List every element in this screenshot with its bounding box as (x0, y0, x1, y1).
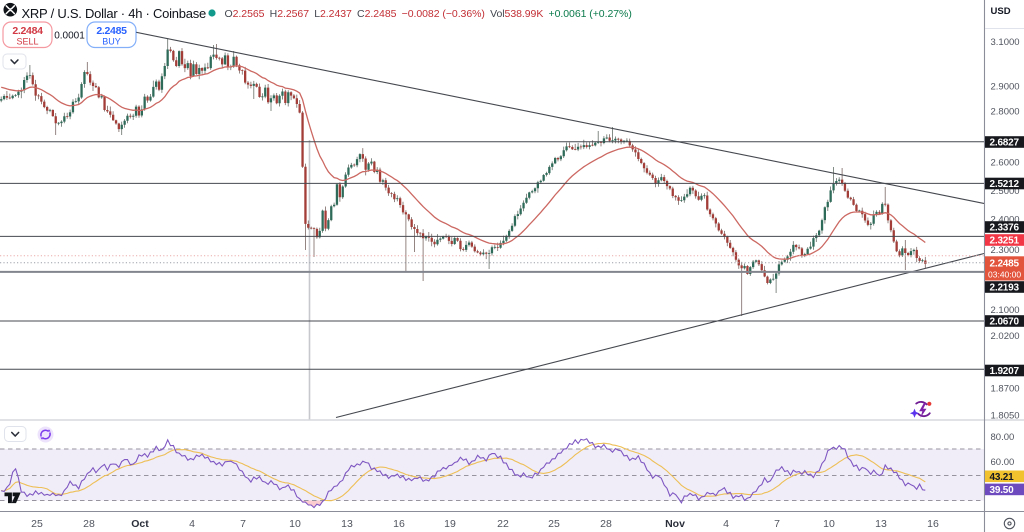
svg-text:2.3000: 2.3000 (991, 245, 1020, 256)
svg-text:16: 16 (393, 518, 405, 530)
svg-text:XRP / U.S. Dollar · 4h · Coinb: XRP / U.S. Dollar · 4h · Coinbase (22, 6, 206, 21)
svg-text:80.00: 80.00 (991, 432, 1015, 443)
svg-text:Oct: Oct (131, 518, 149, 530)
svg-text:25: 25 (548, 518, 560, 530)
svg-text:19: 19 (444, 518, 456, 530)
svg-text:2.2485: 2.2485 (990, 259, 1020, 270)
svg-text:10: 10 (289, 518, 301, 530)
svg-text:13: 13 (875, 518, 887, 530)
svg-text:25: 25 (31, 518, 43, 530)
svg-text:2.1000: 2.1000 (991, 305, 1020, 316)
svg-text:7: 7 (774, 518, 780, 530)
svg-text:2.6827: 2.6827 (990, 138, 1020, 149)
svg-text:BUY: BUY (102, 37, 121, 47)
svg-text:3.1000: 3.1000 (991, 37, 1020, 48)
svg-text:2.5212: 2.5212 (990, 179, 1020, 190)
svg-text:39.50: 39.50 (990, 485, 1015, 496)
svg-text:2.9000: 2.9000 (991, 82, 1020, 93)
svg-text:SELL: SELL (16, 37, 38, 47)
svg-text:2.0200: 2.0200 (991, 331, 1020, 342)
svg-text:2.2193: 2.2193 (990, 283, 1020, 294)
svg-text:Nov: Nov (665, 518, 685, 530)
svg-text:1.9207: 1.9207 (990, 366, 1020, 377)
svg-text:03:40:00: 03:40:00 (988, 269, 1021, 279)
svg-text:O2.2565 H2.2567 L2.2437 C2.248: O2.2565 H2.2567 L2.2437 C2.2485 −0.0082 … (225, 8, 632, 20)
svg-text:28: 28 (600, 518, 612, 530)
svg-text:1.8700: 1.8700 (991, 383, 1020, 394)
svg-text:16: 16 (927, 518, 939, 530)
svg-text:0.0001: 0.0001 (54, 30, 85, 41)
svg-text:2.2484: 2.2484 (12, 25, 43, 37)
svg-text:2.3376: 2.3376 (990, 223, 1020, 234)
svg-text:43.21: 43.21 (990, 472, 1015, 483)
svg-text:2.4000: 2.4000 (991, 215, 1020, 226)
svg-text:2.8000: 2.8000 (991, 107, 1020, 118)
svg-text:60.00: 60.00 (991, 457, 1015, 468)
svg-text:2.5000: 2.5000 (991, 186, 1020, 197)
svg-text:2.2485: 2.2485 (96, 25, 127, 37)
svg-text:USD: USD (991, 6, 1011, 17)
svg-text:7: 7 (240, 518, 246, 530)
svg-text:2.0670: 2.0670 (990, 317, 1020, 328)
svg-text:1.8050: 1.8050 (991, 410, 1020, 421)
svg-text:2.3251: 2.3251 (990, 236, 1020, 247)
svg-text:28: 28 (83, 518, 95, 530)
svg-text:13: 13 (341, 518, 353, 530)
svg-text:22: 22 (497, 518, 509, 530)
svg-text:2.6000: 2.6000 (991, 158, 1020, 169)
svg-text:10: 10 (823, 518, 835, 530)
svg-text:4: 4 (723, 518, 729, 530)
svg-text:4: 4 (189, 518, 195, 530)
